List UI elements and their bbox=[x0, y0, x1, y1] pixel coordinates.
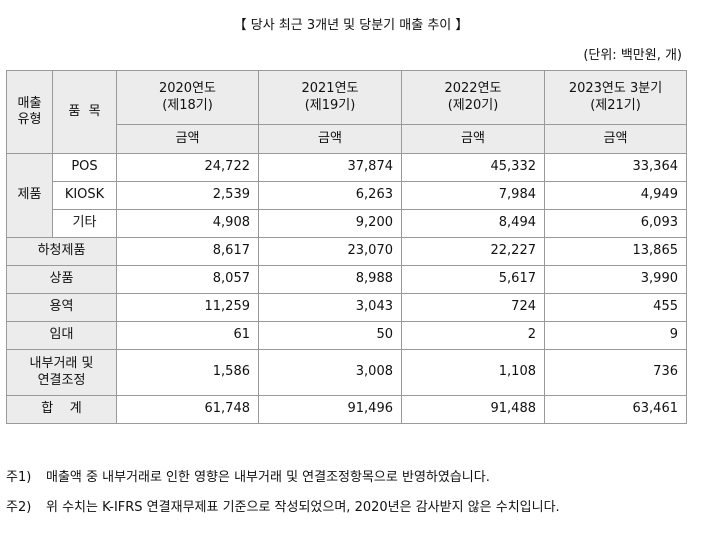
value-cell: 7,984 bbox=[401, 181, 545, 210]
value-cell: 2,539 bbox=[116, 181, 259, 210]
header-amount: 금액 bbox=[401, 124, 545, 154]
value-cell: 8,494 bbox=[401, 209, 545, 238]
footnote: 주1) 매출액 중 내부거래로 인한 영향은 내부거래 및 연결조정항목으로 반… bbox=[6, 460, 696, 490]
value-cell: 8,617 bbox=[116, 237, 259, 266]
value-cell: 736 bbox=[544, 349, 687, 396]
table-row: 임대 61 50 2 9 bbox=[6, 321, 687, 350]
footnote-text: 위 수치는 K-IFRS 연결재무제표 기준으로 작성되었으며, 2020년은 … bbox=[46, 499, 560, 515]
value-cell: 455 bbox=[544, 293, 687, 322]
header-period-2021: 2021연도 (제19기) bbox=[258, 70, 402, 125]
value-cell: 11,259 bbox=[116, 293, 259, 322]
row-item: 합 계 bbox=[6, 395, 117, 424]
value-cell: 91,488 bbox=[401, 395, 545, 424]
header-row-amount: 금액 금액 금액 금액 bbox=[7, 124, 687, 154]
header-period-term: (제18기) bbox=[162, 97, 213, 113]
value-cell: 6,093 bbox=[544, 209, 687, 238]
table-row-total: 합 계 61,748 91,496 91,488 63,461 bbox=[6, 395, 687, 424]
value-cell: 50 bbox=[258, 321, 402, 350]
value-cell: 33,364 bbox=[544, 153, 687, 182]
row-item: 내부거래 및 연결조정 bbox=[6, 349, 117, 396]
row-item: KIOSK bbox=[52, 181, 117, 210]
value-cell: 5,617 bbox=[401, 265, 545, 294]
header-amount: 금액 bbox=[116, 124, 259, 154]
value-cell: 61 bbox=[116, 321, 259, 350]
value-cell: 13,865 bbox=[544, 237, 687, 266]
header-period-term: (제21기) bbox=[590, 97, 641, 113]
table-row: 내부거래 및 연결조정 1,586 3,008 1,108 736 bbox=[6, 349, 687, 396]
row-item: 기타 bbox=[52, 209, 117, 238]
footnote-mark: 주1) bbox=[6, 469, 32, 485]
value-cell: 2 bbox=[401, 321, 545, 350]
value-cell: 9,200 bbox=[258, 209, 402, 238]
value-cell: 3,043 bbox=[258, 293, 402, 322]
value-cell: 23,070 bbox=[258, 237, 402, 266]
footnote-mark: 주2) bbox=[6, 499, 32, 515]
header-period-year: 2021연도 bbox=[301, 81, 359, 97]
value-cell: 8,988 bbox=[258, 265, 402, 294]
unit-label: (단위: 백만원, 개) bbox=[583, 48, 682, 63]
value-cell: 37,874 bbox=[258, 153, 402, 182]
row-item: 하청제품 bbox=[6, 237, 117, 266]
header-amount: 금액 bbox=[258, 124, 402, 154]
header-item: 품 목 bbox=[52, 70, 117, 154]
footnote-text: 매출액 중 내부거래로 인한 영향은 내부거래 및 연결조정항목으로 반영하였습… bbox=[46, 469, 490, 485]
value-cell: 61,748 bbox=[116, 395, 259, 424]
value-cell: 22,227 bbox=[401, 237, 545, 266]
value-cell: 4,908 bbox=[116, 209, 259, 238]
header-period-2022: 2022연도 (제20기) bbox=[401, 70, 545, 125]
product-group-label: 제품 bbox=[6, 153, 53, 238]
header-period-year: 2022연도 bbox=[444, 81, 502, 97]
value-cell: 24,722 bbox=[116, 153, 259, 182]
table-row: 제품 POS 24,722 37,874 45,332 33,364 bbox=[6, 153, 687, 238]
table-row: 기타 4,908 9,200 8,494 6,093 bbox=[7, 209, 687, 238]
value-cell: 1,108 bbox=[401, 349, 545, 396]
value-cell: 4,949 bbox=[544, 181, 687, 210]
table-row: KIOSK 2,539 6,263 7,984 4,949 bbox=[7, 181, 687, 210]
footnote: 주2) 위 수치는 K-IFRS 연결재무제표 기준으로 작성되었으며, 202… bbox=[6, 490, 696, 520]
table-row: 하청제품 8,617 23,070 22,227 13,865 bbox=[6, 237, 687, 266]
header-period-term: (제19기) bbox=[304, 97, 356, 113]
table-row: 상품 8,057 8,988 5,617 3,990 bbox=[6, 265, 687, 294]
table-row: 용역 11,259 3,043 724 455 bbox=[6, 293, 687, 322]
row-item: 용역 bbox=[6, 293, 117, 322]
value-cell: 63,461 bbox=[544, 395, 687, 424]
row-item: POS bbox=[52, 153, 117, 182]
row-item: 임대 bbox=[6, 321, 117, 350]
value-cell: 91,496 bbox=[258, 395, 402, 424]
header-row-periods: 매출 유형 품 목 2020연도 (제18기) 2021연도 (제19기) 20… bbox=[6, 70, 687, 154]
value-cell: 3,008 bbox=[258, 349, 402, 396]
value-cell: 724 bbox=[401, 293, 545, 322]
header-period-2023q3: 2023연도 3분기 (제21기) bbox=[544, 70, 687, 125]
header-period-year: 2020연도 bbox=[158, 81, 216, 97]
header-amount: 금액 bbox=[544, 124, 687, 154]
sales-table: 매출 유형 품 목 2020연도 (제18기) 2021연도 (제19기) 20… bbox=[6, 70, 687, 424]
value-cell: 9 bbox=[544, 321, 687, 350]
row-item: 상품 bbox=[6, 265, 117, 294]
header-period-year: 2023연도 3분기 bbox=[568, 81, 663, 97]
header-period-term: (제20기) bbox=[447, 97, 499, 113]
header-category: 매출 유형 bbox=[6, 70, 53, 154]
value-cell: 45,332 bbox=[401, 153, 545, 182]
table-title: 【 당사 최근 3개년 및 당분기 매출 추이 】 bbox=[233, 18, 469, 33]
value-cell: 6,263 bbox=[258, 181, 402, 210]
value-cell: 1,586 bbox=[116, 349, 259, 396]
value-cell: 8,057 bbox=[116, 265, 259, 294]
footnotes: 주1) 매출액 중 내부거래로 인한 영향은 내부거래 및 연결조정항목으로 반… bbox=[6, 460, 696, 520]
value-cell: 3,990 bbox=[544, 265, 687, 294]
header-period-2020: 2020연도 (제18기) bbox=[116, 70, 259, 125]
